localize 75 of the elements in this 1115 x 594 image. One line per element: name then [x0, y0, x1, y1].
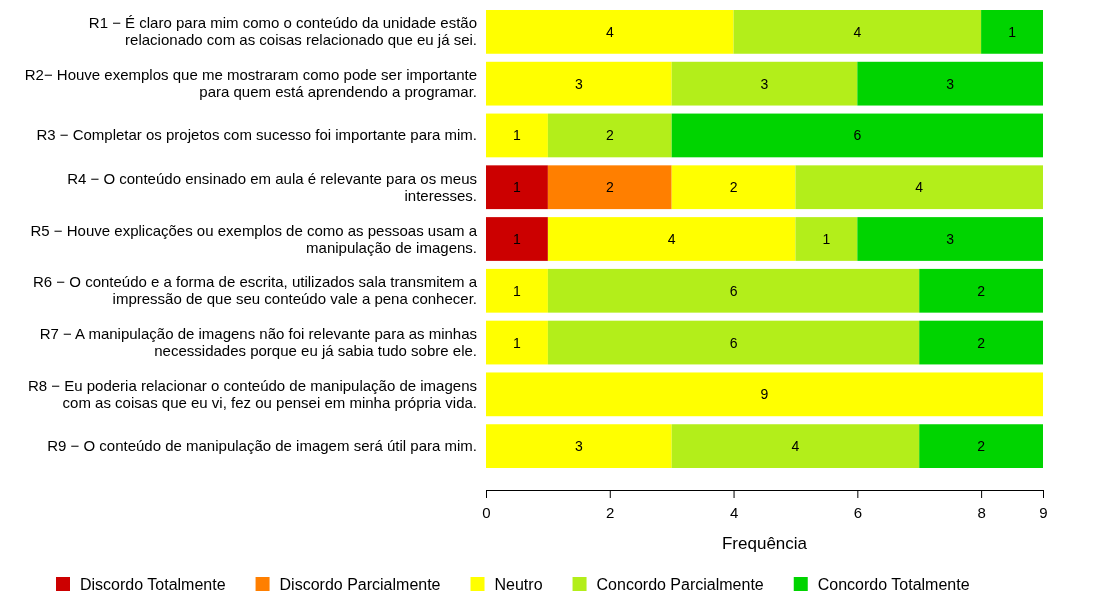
bar — [671, 61, 858, 106]
bar — [919, 320, 1043, 365]
y-tick-label: R6 − O conteúdo e a forma de escrita, utilizados sala transmitem a impressão de que seu conteúdo vale a pena conhecer. — [33, 273, 478, 308]
data-label: 1 — [513, 282, 522, 299]
bar — [547, 320, 920, 365]
data-label: 3 — [760, 75, 769, 92]
bar — [486, 217, 548, 261]
bar — [486, 372, 1043, 417]
y-tick-label: R2− Houve exemplos que me mostraram como pode ser importante para quem está aprendendo a programar. — [24, 66, 477, 101]
data-label: 2 — [729, 179, 738, 196]
bar — [486, 320, 548, 365]
data-label: 2 — [605, 127, 614, 144]
y-tick-label: R4 − O conteúdo ensinado em aula é relevante para os meus interesses. — [67, 169, 477, 204]
data-label: 6 — [729, 334, 738, 351]
bar — [486, 424, 672, 468]
x-tick-label: 4 — [729, 503, 739, 521]
bar — [671, 113, 1043, 158]
legend-label: Discordo Parcialmente — [279, 576, 441, 593]
bar — [795, 165, 1043, 210]
data-label: 3 — [946, 231, 955, 247]
y-tick-label: R3 − Completar os projetos com sucesso foi importante para mim. — [36, 126, 477, 144]
data-label: 2 — [977, 438, 986, 455]
data-label: 1 — [1008, 23, 1017, 40]
y-tick-label: R1 − É claro para mim como o conteúdo da unidade estão relacionado com as coisas relacionado que eu já sei. — [88, 14, 477, 49]
x-tick-label: 0 — [482, 503, 491, 521]
bar — [919, 424, 1043, 468]
y-tick-label: R7 − A manipulação de imagens não foi relevante para as minhas necessidades porque eu já sabia tudo sobre ele. — [39, 325, 477, 360]
data-label: 2 — [605, 179, 614, 196]
data-label: 1 — [822, 231, 831, 247]
x-tick-label: 8 — [977, 503, 986, 521]
bar — [671, 424, 920, 468]
data-label: 1 — [513, 231, 522, 247]
data-label: 4 — [853, 23, 862, 40]
bar — [486, 61, 672, 106]
data-label: 1 — [513, 334, 522, 351]
y-tick-label: R5 − Houve explicações ou exemplos de como as pessoas usam a manipulação de imagens. — [30, 221, 478, 256]
y-tick-label: R8 − Eu poderia relacionar o conteúdo de manipulação de imagens com as coisas que eu vi, fez ou pensei em minha própria vida. — [27, 376, 477, 411]
x-tick-label: 6 — [853, 503, 863, 521]
bar — [547, 217, 796, 261]
bar — [981, 10, 1043, 54]
x-axis-title: Frequência — [721, 534, 808, 553]
data-label: 3 — [574, 75, 583, 92]
data-label: 6 — [729, 282, 738, 299]
x-tick-label: 2 — [606, 503, 615, 521]
bar — [857, 61, 1043, 106]
data-label: 1 — [513, 127, 522, 144]
data-label: 1 — [513, 179, 522, 196]
data-label: 9 — [760, 386, 769, 403]
data-label: 2 — [977, 282, 986, 299]
data-label: 4 — [667, 231, 676, 247]
bar — [486, 113, 548, 158]
bar — [733, 10, 982, 54]
x-tick-label: 9 — [1039, 503, 1048, 521]
legend-label: Neutro — [494, 576, 543, 593]
bar — [795, 217, 858, 261]
bar — [486, 165, 548, 210]
data-label: 4 — [791, 438, 800, 455]
data-label: 2 — [977, 334, 986, 351]
data-label: 4 — [915, 179, 924, 196]
data-label: 3 — [946, 75, 955, 92]
bar — [486, 268, 548, 313]
bar — [547, 268, 920, 313]
bar — [857, 217, 1043, 261]
bar — [671, 165, 796, 210]
legend-label: Concordo Totalmente — [817, 576, 970, 593]
legend-label: Discordo Totalmente — [80, 576, 226, 593]
bar — [486, 10, 734, 54]
bar — [547, 113, 672, 158]
bar — [919, 268, 1043, 313]
data-label: 3 — [574, 438, 583, 455]
bar — [547, 165, 672, 210]
data-label: 4 — [605, 23, 614, 40]
data-label: 6 — [853, 127, 862, 144]
legend-label: Concordo Parcialmente — [596, 576, 764, 593]
y-tick-label: R9 − O conteúdo de manipulação de imagem será útil para mim. — [47, 437, 477, 455]
